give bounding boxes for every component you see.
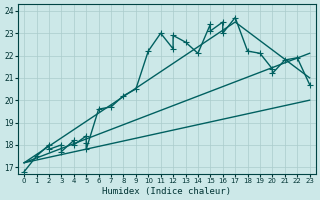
X-axis label: Humidex (Indice chaleur): Humidex (Indice chaleur) (102, 187, 231, 196)
